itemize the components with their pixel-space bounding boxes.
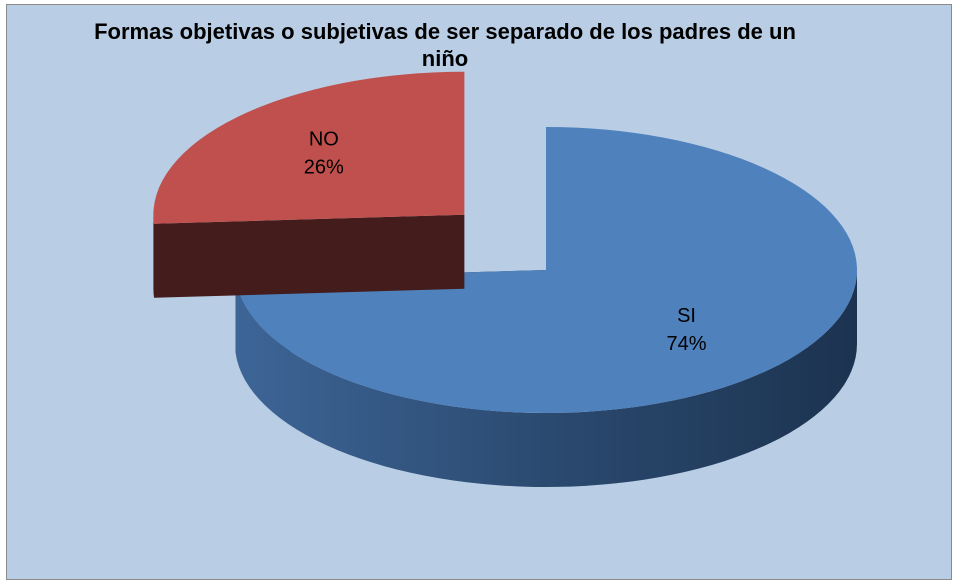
slice-side	[153, 214, 154, 298]
slice-value-label: 26%	[304, 156, 344, 178]
slice-category-label: NO	[309, 128, 339, 150]
slice-top	[153, 71, 465, 224]
pie: SI 74% NO 26%	[153, 71, 857, 487]
slice-top	[235, 127, 857, 413]
pie-slice	[153, 71, 465, 298]
slice-face	[153, 214, 465, 298]
pie-slice	[235, 127, 857, 487]
slice-side	[235, 270, 857, 487]
chart-title: Formas objetivas o subjetivas de ser sep…	[94, 19, 796, 71]
slice-value-label: 74%	[667, 333, 707, 355]
slice-category-label: SI	[677, 305, 696, 327]
